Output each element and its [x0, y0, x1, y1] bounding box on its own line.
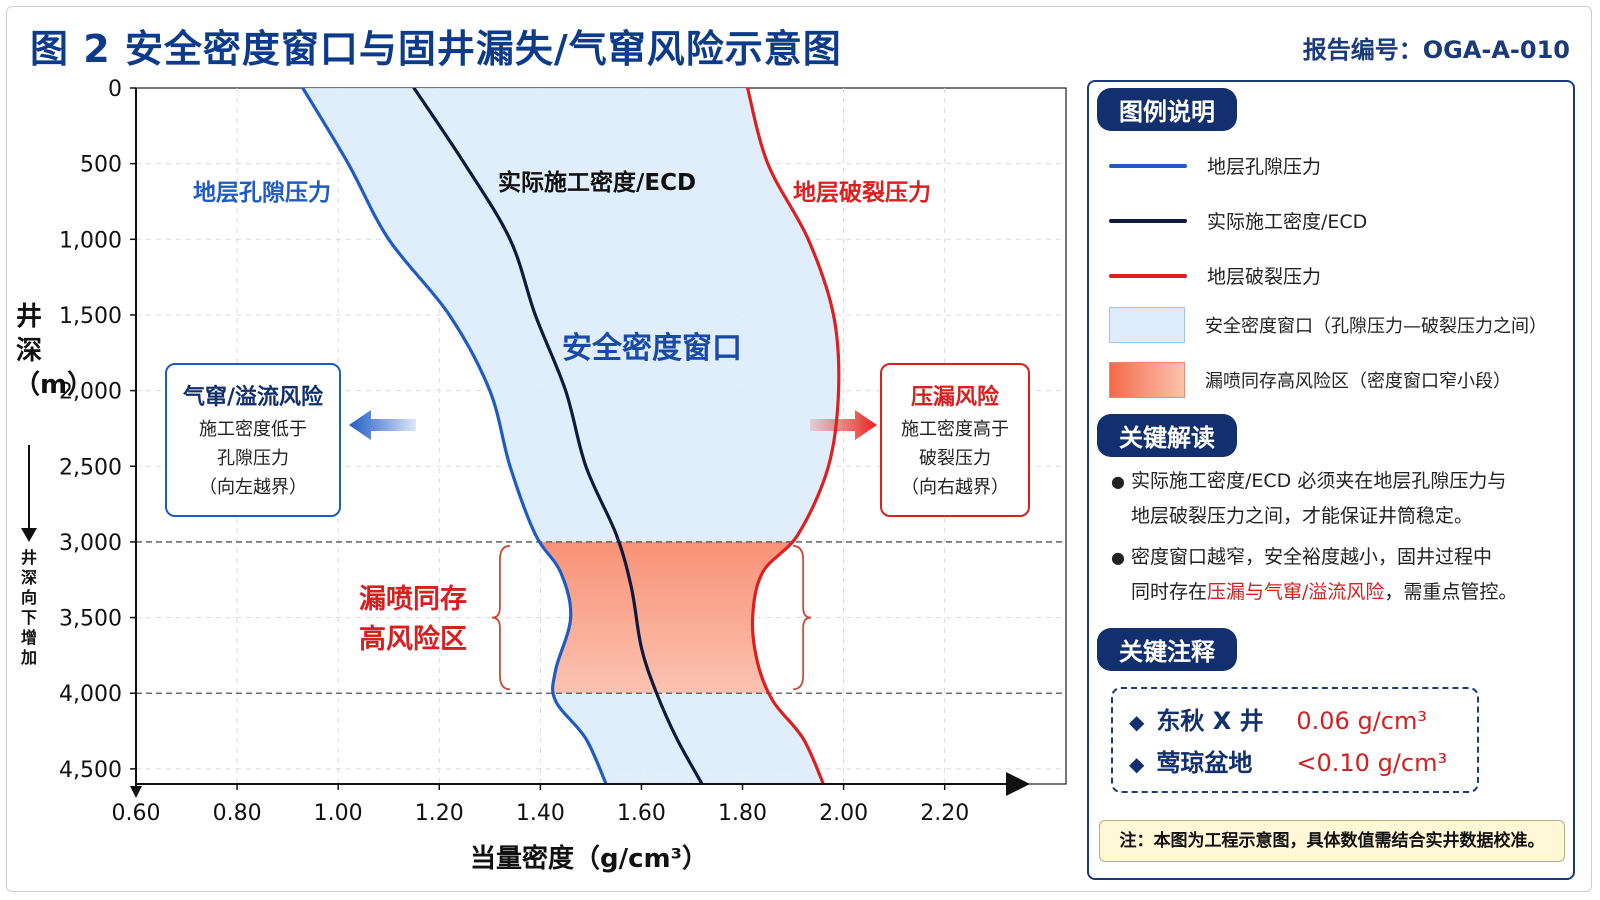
safe-window-label: 安全密度窗口: [562, 331, 742, 366]
gas-kick-risk-line2: 孔隙压力: [217, 448, 289, 469]
figure-frame: [6, 6, 1592, 892]
legend-label: 实际施工密度/ECD: [1207, 211, 1368, 233]
bullet-text-rich: 同时存在压漏与气窜/溢流风险，需重点管控。: [1131, 575, 1571, 610]
risk-swatch-icon: [1109, 362, 1185, 398]
side-panel: 图例说明 地层孔隙压力 实际施工密度/ECD 地层破裂压力 安全密度窗口（孔隙压…: [1087, 80, 1575, 880]
gas-kick-risk-box: 气窜/溢流风险 施工密度低于 孔隙压力 （向左越界）: [165, 363, 341, 517]
y-tick-label: 3,000: [59, 531, 122, 556]
loss-risk-line3: （向右越界）: [901, 477, 1009, 498]
gas-kick-risk-line3: （向左越界）: [199, 477, 307, 498]
loss-risk-line1: 施工密度高于: [901, 419, 1009, 440]
frac-curve-label: 地层破裂压力: [793, 179, 931, 206]
legend-item-window: 安全密度窗口（孔隙压力—破裂压力之间）: [1109, 307, 1547, 343]
legend-label: 地层孔隙压力: [1207, 156, 1322, 178]
page-title: 图 2 安全密度窗口与固井漏失/气窜风险示意图: [30, 27, 842, 71]
x-tick-label: 1.60: [617, 801, 666, 826]
y-axis-arrow-icon: [130, 786, 142, 798]
loss-risk-line2: 破裂压力: [919, 448, 991, 469]
legend-label: 地层破裂压力: [1207, 266, 1322, 288]
y-tick-label: 1,000: [59, 228, 122, 253]
bullet-text: 实际施工密度/ECD 必须夹在地层孔隙压力与: [1131, 470, 1507, 492]
risk-zone-label-1: 漏喷同存: [359, 584, 467, 615]
diamond-icon: ◆: [1129, 752, 1145, 776]
gas-kick-risk-title: 气窜/溢流风险: [182, 385, 324, 410]
note-value: 0.06 g/cm³: [1296, 707, 1427, 735]
bullet-highlight: 压漏与气窜/溢流风险: [1207, 581, 1385, 603]
ecd-line: [412, 88, 704, 784]
legend-label: 漏喷同存高风险区（密度窗口窄小段）: [1205, 371, 1511, 392]
x-tick-label: 0.80: [213, 801, 262, 826]
gas-kick-risk-line1: 施工密度低于: [199, 419, 307, 440]
note-row-yingqiong: ◆ 莺琼盆地 <0.10 g/cm³: [1129, 743, 1447, 778]
y-down-arrow-shaft: [28, 445, 30, 531]
report-number: 报告编号：OGA-A-010: [1302, 36, 1570, 64]
notes-heading: 关键注释: [1097, 628, 1237, 671]
bullet-text-post: ，需重点管控。: [1384, 581, 1518, 603]
bullet-icon: ●: [1111, 548, 1125, 567]
x-tick-label: 1.20: [415, 801, 464, 826]
legend-item-ecd: 实际施工密度/ECD: [1109, 207, 1367, 234]
notes-box: ◆ 东秋 X 井 0.06 g/cm³ ◆ 莺琼盆地 <0.10 g/cm³: [1111, 687, 1479, 793]
y-down-arrow-icon: [21, 528, 37, 542]
y-tick-label: 0: [108, 77, 122, 102]
legend-heading: 图例说明: [1097, 88, 1237, 131]
legend-item-frac: 地层破裂压力: [1109, 262, 1321, 289]
x-axis-label: 当量密度（g/cm³）: [470, 844, 708, 874]
density-window-chart: 0.60 0.80 1.00 1.20 1.40 1.60 1.80 2.00 2.20 0 500…: [59, 77, 1067, 826]
x-tick-label: 1.80: [718, 801, 767, 826]
blue-line-icon: [1109, 163, 1187, 168]
pore-curve-label: 地层孔隙压力: [193, 180, 331, 206]
x-tick-label: 2.20: [920, 801, 969, 826]
loss-risk-box: 压漏风险 施工密度高于 破裂压力 （向右越界）: [880, 363, 1030, 517]
right-arrow-icon: [810, 410, 877, 440]
x-tick-label: 1.00: [314, 801, 363, 826]
legend-item-pore: 地层孔隙压力: [1109, 152, 1321, 179]
legend-item-risk: 漏喷同存高风险区（密度窗口窄小段）: [1109, 362, 1511, 398]
x-tick-label: 1.40: [516, 801, 565, 826]
diamond-icon: ◆: [1129, 710, 1145, 734]
y-axis-label: 井深（m）: [14, 302, 94, 400]
y-tick-label: 2,500: [59, 455, 122, 480]
bullet-icon: ●: [1111, 472, 1125, 491]
footnote: 注：本图为工程示意图，具体数值需结合实井数据校准。: [1099, 820, 1565, 862]
left-arrow-icon: [349, 410, 416, 440]
bullet-text: 地层破裂压力之间，才能保证井筒稳定。: [1131, 505, 1474, 527]
y-tick-label: 4,000: [59, 682, 122, 707]
interpretation-bullet-1: ● 实际施工密度/ECD 必须夹在地层孔隙压力与 地层破裂压力之间，才能保证井筒…: [1111, 464, 1571, 534]
interpretation-bullet-2: ● 密度窗口越窄，安全裕度越小，固井过程中 同时存在压漏与气窜/溢流风险，需重点…: [1111, 540, 1571, 610]
bullet-text: 密度窗口越窄，安全裕度越小，固井过程中: [1131, 546, 1493, 568]
note-name: 东秋 X 井: [1156, 707, 1264, 735]
y-tick-label: 500: [80, 153, 122, 178]
risk-zone-label-2: 高风险区: [359, 623, 467, 655]
x-tick-label: 0.60: [112, 801, 161, 826]
pore-pressure-line: [301, 88, 608, 784]
y-tick-label: 4,500: [59, 758, 122, 783]
dark-line-icon: [1109, 218, 1187, 223]
y-tick-label: 2,000: [59, 380, 122, 405]
note-value: <0.10 g/cm³: [1296, 749, 1448, 777]
loss-risk-title: 压漏风险: [910, 385, 999, 410]
interpretation-heading: 关键解读: [1097, 414, 1237, 457]
window-swatch-icon: [1109, 307, 1185, 343]
note-row-dongqiu: ◆ 东秋 X 井 0.06 g/cm³: [1129, 701, 1427, 736]
note-name: 莺琼盆地: [1156, 749, 1253, 777]
risk-zone-area: [539, 541, 793, 694]
fracture-pressure-line: [745, 88, 841, 784]
bullet-text-pre: 同时存在: [1131, 581, 1208, 603]
y-tick-label: 1,500: [59, 304, 122, 329]
red-line-icon: [1109, 273, 1187, 278]
y-direction-note: 井深向下增加: [20, 548, 37, 667]
y-tick-label: 3,500: [59, 607, 122, 632]
x-tick-label: 2.00: [819, 801, 868, 826]
legend-label: 安全密度窗口（孔隙压力—破裂压力之间）: [1205, 316, 1547, 337]
ecd-curve-label: 实际施工密度/ECD: [498, 169, 696, 196]
